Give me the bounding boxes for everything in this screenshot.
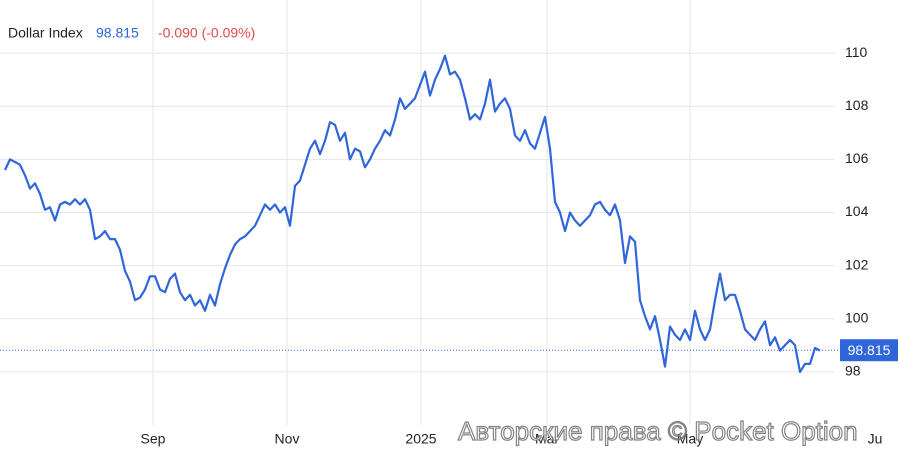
y-tick-label: 108	[845, 97, 869, 113]
x-tick-label: Mar	[535, 431, 559, 447]
y-tick-label: 104	[845, 203, 869, 219]
x-tick-label: Ju	[868, 431, 883, 447]
x-tick-label: Sep	[141, 431, 166, 447]
watermark: Авторские права © Pocket Option	[458, 416, 858, 446]
last-value: 98.815	[96, 25, 139, 41]
y-tick-label: 102	[845, 256, 869, 272]
x-tick-label: May	[677, 431, 703, 447]
y-tick-label: 100	[845, 309, 869, 325]
last-value-box	[840, 339, 898, 362]
y-tick-label: 110	[845, 44, 868, 60]
change: -0.090 (-0.09%)	[158, 25, 255, 41]
line	[4, 54, 821, 373]
x-tick-label: Nov	[275, 431, 300, 447]
y-tick-label: 98	[845, 363, 861, 379]
x-tick-label: 2025	[405, 431, 436, 447]
y-tick-label: 106	[845, 150, 869, 166]
last-value-label: 98.815	[848, 342, 891, 358]
chart-title: Dollar Index	[8, 25, 83, 41]
